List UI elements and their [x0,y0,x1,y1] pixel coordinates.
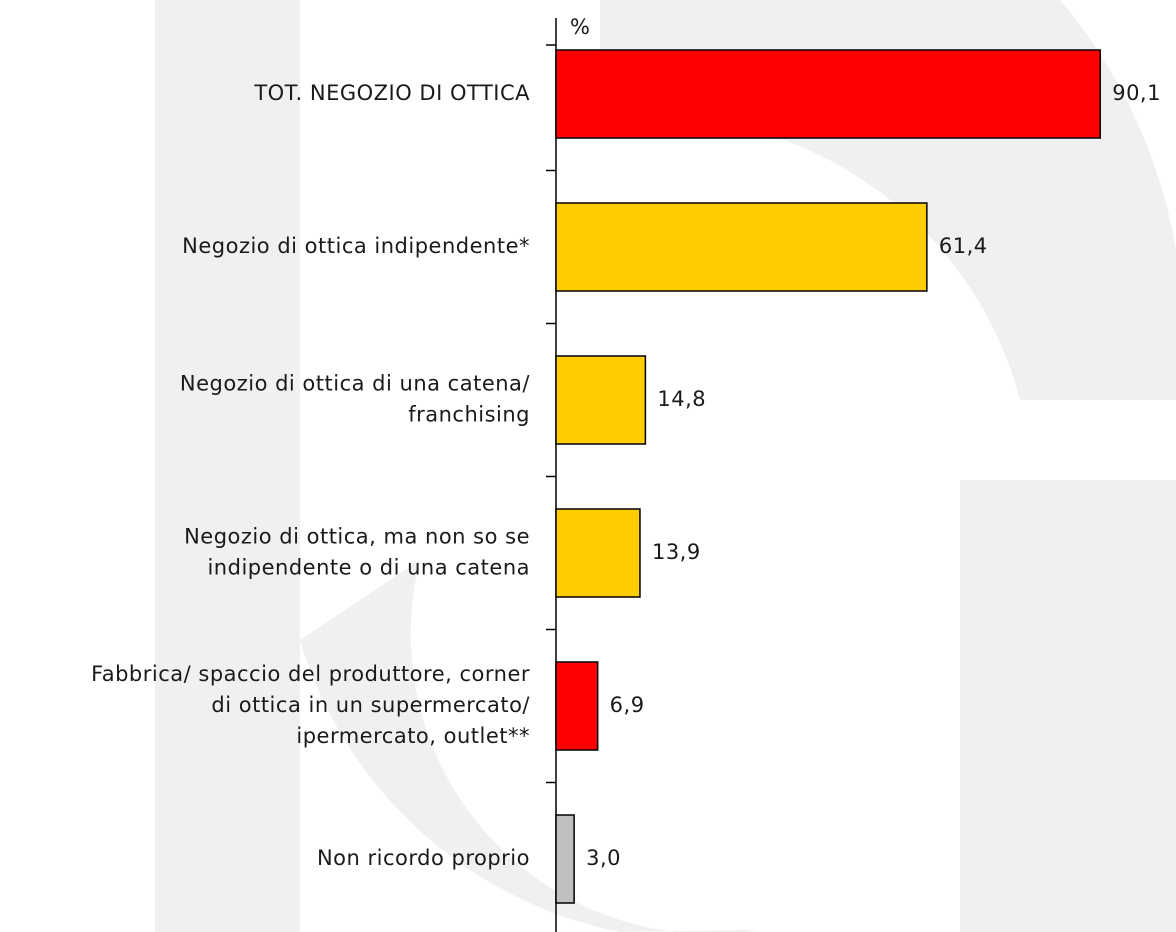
category-label: ipermercato, outlet** [296,724,530,748]
value-label: 6,9 [610,693,645,717]
category-label: Fabbrica/ spaccio del produttore, corner [91,662,530,686]
value-label: 61,4 [939,234,988,258]
value-label: 14,8 [657,387,706,411]
category-label: Negozio di ottica indipendente* [182,234,530,258]
category-label: di ottica in un supermercato/ [211,693,530,717]
category-label: TOT. NEGOZIO DI OTTICA [253,81,530,105]
bar [555,508,641,598]
bar [555,814,575,904]
category-label: Non ricordo proprio [317,846,530,870]
value-label: 3,0 [586,846,621,870]
category-label: Negozio di ottica di una catena/ [180,372,531,396]
bar [555,49,1101,139]
bar [555,355,647,445]
category-label: franchising [408,403,530,427]
category-label: Negozio di ottica, ma non so se [184,525,530,549]
category-label: indipendente o di una catena [207,556,530,580]
value-label: 13,9 [652,540,701,564]
axis-label: % [570,15,590,39]
bar [555,202,928,292]
watermark [155,0,1176,932]
bar [555,661,599,751]
value-label: 90,1 [1112,81,1161,105]
